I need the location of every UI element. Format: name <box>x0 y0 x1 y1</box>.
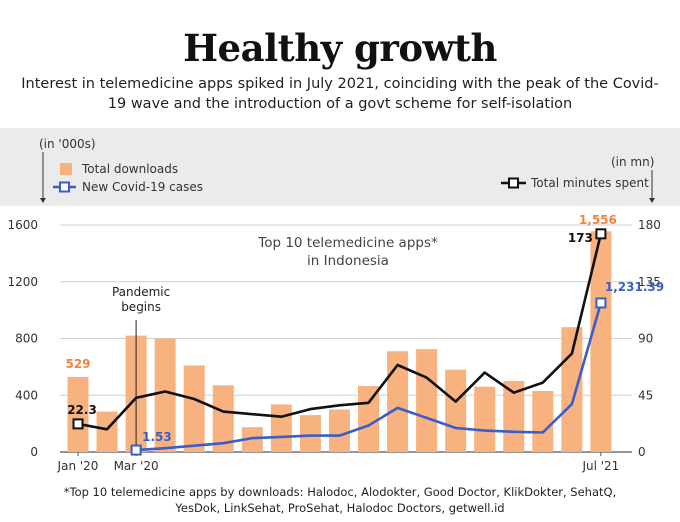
y-left-tick-label: 1600 <box>7 218 38 232</box>
y-left-tick-label: 400 <box>15 388 38 402</box>
y-left-tick-label: 800 <box>15 332 38 346</box>
legend-covid-swatch-marker <box>59 181 70 193</box>
y-right-tick-label: 45 <box>638 388 653 402</box>
bar-downloads <box>270 404 292 452</box>
y-left-tick-label: 1200 <box>7 275 38 289</box>
left-axis-arrowhead <box>40 198 46 203</box>
chart-title: Healthy growth <box>183 26 497 70</box>
bar-downloads <box>532 390 554 452</box>
x-tick-label: Mar '20 <box>114 459 159 473</box>
x-tick-label: Jan '20 <box>57 459 99 473</box>
downloads-first-label: 529 <box>65 357 90 371</box>
legend-band <box>0 128 680 206</box>
bar-downloads <box>445 369 467 452</box>
x-tick-label: Jul '21 <box>581 459 619 473</box>
bar-downloads <box>328 409 350 452</box>
legend-minutes-swatch-marker <box>508 177 519 189</box>
covid-first-label: 1.53 <box>142 430 172 444</box>
pandemic-annotation-line2: begins <box>121 300 161 314</box>
bar-downloads <box>154 338 176 452</box>
minutes-marker <box>595 228 607 240</box>
covid-line <box>136 302 603 452</box>
covid-last-label: 1,231.39 <box>605 280 664 294</box>
legend-downloads-label: Total downloads <box>82 162 179 176</box>
right-axis-unit: (in mn) <box>611 155 655 169</box>
bar-downloads <box>358 386 379 452</box>
bar-downloads <box>503 381 525 452</box>
left-axis-unit: (in '000s) <box>39 137 96 151</box>
bar-downloads <box>416 349 438 452</box>
bar-downloads <box>241 427 263 452</box>
footnote: *Top 10 telemedicine apps by downloads: … <box>63 485 617 515</box>
y-right-tick-label: 135 <box>638 275 661 289</box>
chart-subtitle: Interest in telemedicine apps spiked in … <box>21 76 659 112</box>
bar-downloads <box>96 411 118 452</box>
inner-title-line1: Top 10 telemedicine apps* <box>257 235 438 251</box>
legend-minutes-label: Total minutes spent <box>531 176 649 190</box>
minutes-line <box>77 233 603 431</box>
y-left-tick-label: 0 <box>30 445 38 459</box>
minutes-last-label: 173 <box>568 231 593 245</box>
bar-downloads <box>299 415 321 452</box>
minutes-marker <box>72 418 84 430</box>
y-right-tick-label: 90 <box>638 332 653 346</box>
legend-covid-label: New Covid-19 cases <box>82 180 204 194</box>
covid-marker <box>130 444 142 456</box>
y-right-tick-label: 180 <box>638 218 661 232</box>
legend-downloads-swatch <box>60 163 72 175</box>
bar-downloads <box>212 385 234 452</box>
y-right-tick-label: 0 <box>638 445 646 459</box>
pandemic-annotation-line1: Pandemic <box>112 285 170 299</box>
minutes-first-label: 22.3 <box>67 403 97 417</box>
covid-marker <box>595 297 607 309</box>
downloads-last-label: 1,556 <box>579 213 617 227</box>
bar-downloads <box>561 327 583 452</box>
bar-downloads <box>474 386 496 452</box>
inner-title-line2: in Indonesia <box>307 253 389 269</box>
bar-downloads <box>387 351 409 452</box>
bar-downloads <box>590 231 612 452</box>
right-axis-arrowhead <box>649 198 655 203</box>
bar-downloads <box>183 365 205 452</box>
bar-downloads <box>67 376 89 452</box>
